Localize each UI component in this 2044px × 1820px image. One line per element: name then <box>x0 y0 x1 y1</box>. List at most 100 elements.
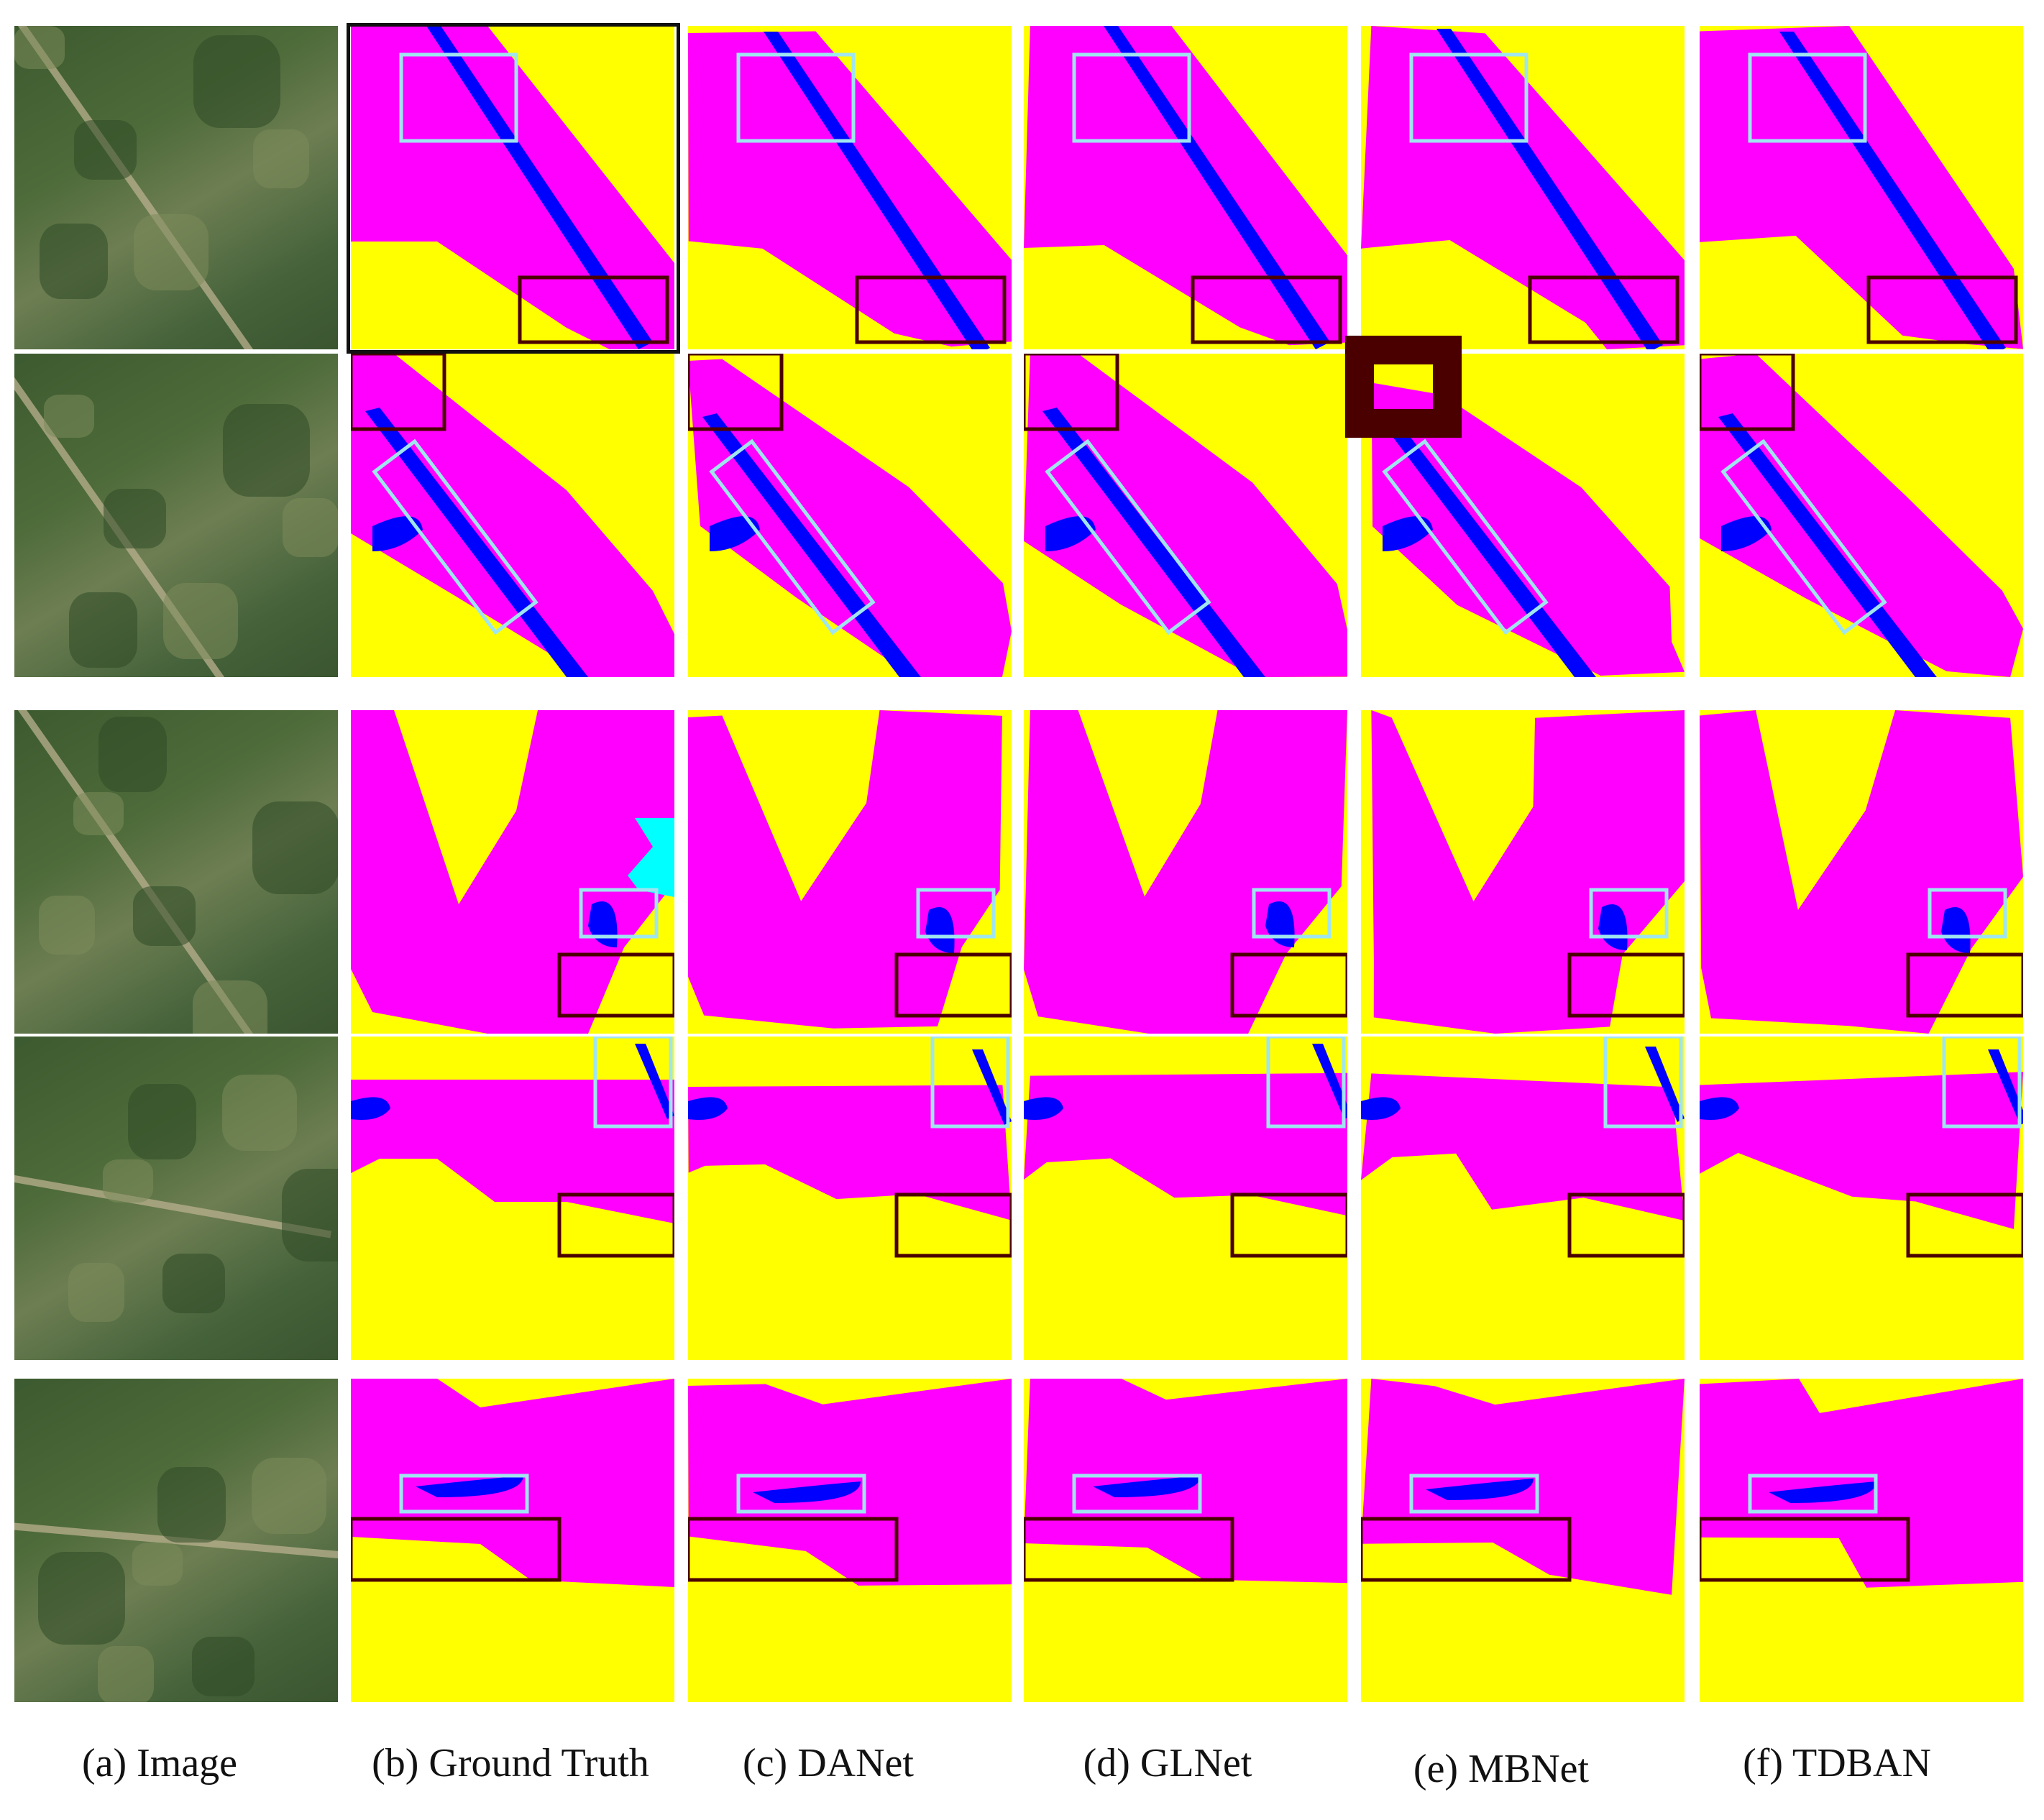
zoom-badge-inset <box>1374 364 1433 409</box>
tile-tdban-row5 <box>1700 1379 2023 1702</box>
highlight-box-dark <box>1567 1192 1685 1258</box>
water-class-region <box>925 907 955 953</box>
foreground-class-region <box>351 354 674 677</box>
tile-ground-truth-row4 <box>351 1037 674 1360</box>
foreground-class-region <box>688 1379 1012 1586</box>
water-class-region <box>702 413 921 677</box>
highlight-box-light <box>1045 438 1211 635</box>
tile-danet-row2 <box>688 354 1012 677</box>
tile-ground-truth-row2 <box>351 354 674 677</box>
highlight-box-light <box>736 1474 866 1514</box>
highlight-box-light <box>916 888 996 939</box>
water-blob <box>1024 1097 1063 1120</box>
vegetation-patch <box>128 1084 196 1159</box>
highlight-box-dark <box>1700 1517 1910 1582</box>
vegetation-patch <box>252 1458 326 1534</box>
water-class-region <box>1769 1481 1876 1503</box>
foreground-class-region <box>1700 354 2023 677</box>
highlight-box-light <box>736 52 856 143</box>
vegetation-patch <box>14 26 65 69</box>
highlight-box-light <box>399 52 518 143</box>
vegetation-patch <box>132 1543 183 1586</box>
water-blob <box>710 516 760 551</box>
vegetation-patch <box>163 583 238 659</box>
highlight-box-dark <box>1567 952 1685 1018</box>
tile-image-row5 <box>14 1379 338 1702</box>
vegetation-patch <box>134 214 208 290</box>
caption-tdban: (f) TDBAN <box>1743 1741 1931 1785</box>
highlight-box-dark <box>351 1517 562 1582</box>
foreground-class-region <box>1024 354 1347 677</box>
vegetation-patch <box>73 792 124 835</box>
water-blob <box>1721 516 1772 551</box>
vegetation-patch <box>162 1254 225 1313</box>
segmentation-map <box>1024 1037 1347 1360</box>
tile-glnet-row5 <box>1024 1379 1347 1702</box>
water-class-region <box>1718 413 1937 677</box>
tile-ground-truth-row5 <box>351 1379 674 1702</box>
highlight-box-light <box>1942 1037 2022 1129</box>
highlight-box-light <box>1409 52 1529 143</box>
vegetation-patch <box>193 35 280 128</box>
highlight-box-dark <box>1230 1192 1347 1258</box>
segmentation-map <box>688 26 1012 349</box>
water-class-region <box>1042 408 1265 677</box>
segmentation-map <box>1361 1379 1685 1702</box>
water-class-region <box>1093 1476 1201 1497</box>
vegetation-patch <box>74 120 137 180</box>
highlight-box-light <box>579 888 659 939</box>
vegetation-patch <box>68 1263 124 1322</box>
highlight-box-light <box>593 1037 673 1129</box>
vegetation-patch <box>38 1552 125 1645</box>
foreground-class-region <box>688 359 1012 677</box>
vegetation-patch <box>133 886 196 946</box>
segmentation-map <box>1361 710 1685 1034</box>
highlight-box-dark <box>351 354 446 431</box>
vegetation-patch <box>253 129 309 188</box>
highlight-box-dark <box>1230 952 1347 1018</box>
highlight-box-dark <box>1361 1517 1572 1582</box>
tile-glnet-row1 <box>1024 26 1347 349</box>
water-class-region <box>426 26 653 349</box>
segmentation-map <box>688 1037 1012 1360</box>
highlight-box-light <box>1382 438 1549 635</box>
segmentation-map <box>1700 1037 2023 1360</box>
water-class-region <box>635 1044 674 1119</box>
water-blob <box>351 1097 390 1120</box>
highlight-box-dark <box>1906 952 2023 1018</box>
water-blob <box>1361 1097 1401 1120</box>
vegetation-patch <box>192 1637 255 1696</box>
tile-ground-truth-row3 <box>351 710 674 1034</box>
tile-glnet-row3 <box>1024 710 1347 1034</box>
caption-mbnet: (e) MBNet <box>1413 1747 1590 1791</box>
vegetation-patch <box>39 896 95 955</box>
highlight-box-dark <box>894 1192 1012 1258</box>
highlight-box-dark <box>688 1517 899 1582</box>
segmentation-map <box>688 710 1012 1034</box>
water-class-region <box>1436 29 1663 349</box>
water-class-region <box>1426 1479 1534 1500</box>
highlight-box-dark <box>1528 275 1679 344</box>
water-class-region <box>1598 904 1628 950</box>
vegetation-patch <box>283 498 338 557</box>
segmentation-map <box>351 1379 674 1702</box>
segmentation-map <box>688 1379 1012 1702</box>
highlight-box-light <box>930 1037 1010 1129</box>
segmentation-map <box>1700 354 2023 677</box>
segmentation-map <box>1700 26 2023 349</box>
segmentation-map <box>1700 710 2023 1034</box>
water-class-region <box>1104 26 1330 349</box>
highlight-box-light <box>1928 888 2007 939</box>
highlight-box-light <box>1409 1474 1539 1514</box>
segmentation-map <box>1361 26 1685 349</box>
caption-ground-truth: (b) Ground Truth <box>372 1741 649 1785</box>
water-class-region <box>1779 32 2006 349</box>
highlight-box-light <box>1720 438 1887 635</box>
caption-glnet: (d) GLNet <box>1083 1741 1252 1785</box>
tile-mbnet-row5 <box>1361 1379 1685 1702</box>
segmentation-map <box>1024 710 1347 1034</box>
segmentation-map <box>1024 354 1347 677</box>
highlight-box-light <box>1748 52 1867 143</box>
highlight-box-dark <box>557 952 674 1018</box>
